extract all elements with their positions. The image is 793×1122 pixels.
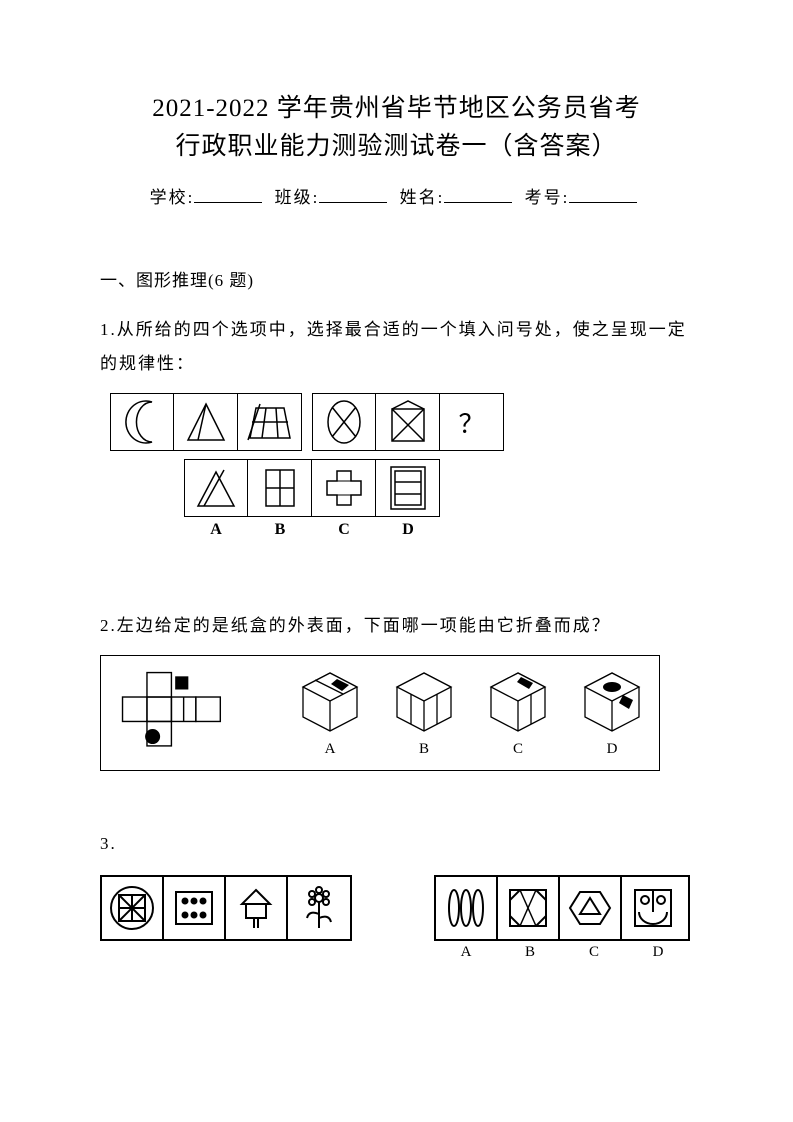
q1-label-b: B [248,521,312,539]
q3-label-b: B [498,944,562,961]
q1-opt-c [312,459,376,517]
q1-label-a: A [184,521,248,539]
q3-text: 3. [100,827,693,861]
q2-figure: A B [100,655,693,771]
q3-label-c: C [562,944,626,961]
q3-r2 [498,877,560,939]
q3-l2 [164,877,226,939]
q2-label-d: D [607,741,618,758]
q1-label-d: D [376,521,440,539]
examno-label: 考号: [525,188,570,207]
q1-r1-c6: ？ [440,393,504,451]
trapezoid-grid-icon [246,400,294,444]
circle-square-x-icon [108,884,156,932]
q2-cube-b: B [391,669,457,758]
rect-3panel-icon [389,465,427,511]
q1-r1-c4 [312,393,376,451]
q3-l3 [226,877,288,939]
q1-r1-c2 [174,393,238,451]
hexagon-triangle-icon [566,884,614,932]
form-line: 学校: 班级: 姓名: 考号: [100,183,693,208]
cross-shape-icon [321,465,367,511]
q3-r1 [436,877,498,939]
q2-label-a: A [325,741,336,758]
q3-label-a: A [434,944,498,961]
pentagon-x-icon [386,399,430,445]
q1-labels: A B C D [184,521,693,539]
class-blank[interactable] [319,186,387,203]
house-shape-icon [232,884,280,932]
crescent-icon [122,400,162,444]
q3-figure: A B C D [100,875,690,961]
q3-l4 [288,877,350,939]
square-octagon-icon [504,884,552,932]
q2-cube-c: C [485,669,551,758]
question-mark: ？ [458,404,484,441]
q2-cube-d: D [579,669,645,758]
window-icon [262,466,298,510]
q2-label-c: C [513,741,523,758]
q1-opt-d [376,459,440,517]
q3-r3 [560,877,622,939]
q2-label-b: B [419,741,429,758]
cube-net-icon [115,666,237,760]
q1-r1-c1 [110,393,174,451]
q3-l1 [102,877,164,939]
triangle-icon [184,400,228,444]
q3-r4 [622,877,684,939]
face-square-icon [629,884,677,932]
cube-b-icon [391,669,457,735]
title-line-1: 2021-2022 学年贵州省毕节地区公务员省考 [100,90,693,128]
examno-blank[interactable] [569,186,637,203]
q1-opt-a [184,459,248,517]
school-blank[interactable] [194,186,262,203]
three-ovals-icon [442,884,490,932]
section-heading: 一、图形推理(6 题) [100,266,693,291]
q2-text: 2.左边给定的是纸盒的外表面，下面哪一项能由它折叠而成？ [100,609,693,643]
q3-left-group [100,875,352,941]
q2-cube-a: A [297,669,363,758]
q1-opt-b [248,459,312,517]
oval-x-icon [324,399,364,445]
q1-r1-c5 [376,393,440,451]
triangle-slash-icon [194,466,238,510]
title-line-2: 行政职业能力测验测试卷一（含答案） [100,128,693,166]
cube-d-icon [579,669,645,735]
flower-icon [295,884,343,932]
class-label: 班级: [275,188,320,207]
q3-right-group [434,875,690,941]
q1-label-c: C [312,521,376,539]
q1-row1: ？ [110,393,693,451]
q2-container: A B [100,655,660,771]
name-label: 姓名: [400,188,445,207]
q3-labels: A B C D [434,944,690,961]
q3-label-d: D [626,944,690,961]
q1-row2 [184,459,693,517]
q1-text: 1.从所给的四个选项中，选择最合适的一个填入问号处，使之呈现一定的规律性： [100,313,693,381]
cube-c-icon [485,669,551,735]
dots-grid-icon [170,884,218,932]
q1-figure: ？ [110,393,693,539]
school-label: 学校: [150,188,195,207]
q1-r1-c3 [238,393,302,451]
cube-a-icon [297,669,363,735]
name-blank[interactable] [444,186,512,203]
